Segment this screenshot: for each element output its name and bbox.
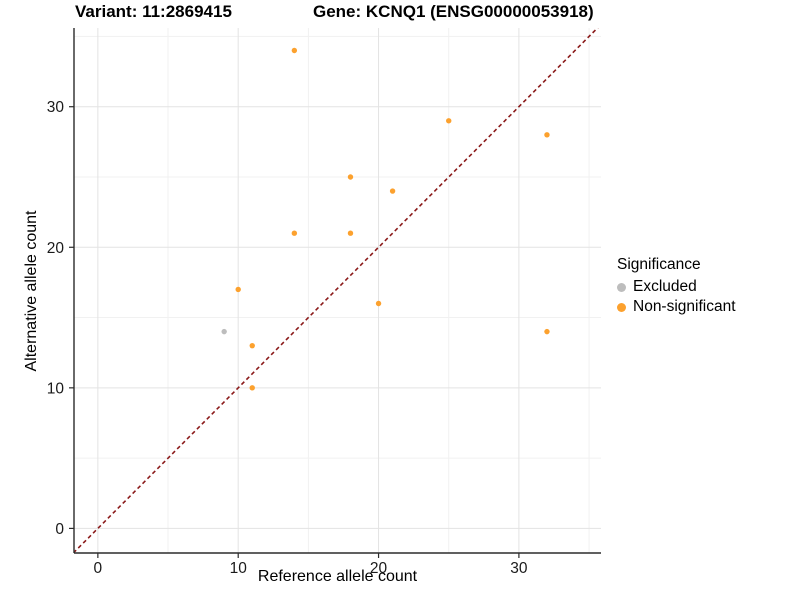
x-tick-label: 0 [94,560,103,577]
legend-item-label: Excluded [633,278,697,295]
data-point-non-significant [249,385,255,391]
legend-items: Excluded Non-significant [617,278,736,316]
x-tick-label: 20 [370,560,388,577]
data-point-non-significant [249,342,255,349]
data-point-non-significant [291,47,298,54]
legend-title: Significance [617,256,701,273]
y-tick-label: 0 [55,521,64,538]
data-point-non-significant [291,230,298,236]
data-point-non-significant [347,230,354,236]
legend: Significance Excluded Non-significant [617,256,736,316]
variant-title: Variant: 11:2869415 [75,2,232,21]
x-axis-title: Reference allele count [257,568,418,585]
data-point-excluded [221,328,227,335]
gene-title: Gene: KCNQ1 (ENSG00000053918) [313,2,594,21]
legend-dot-icon [617,282,626,292]
legend-item-excluded: Excluded [617,278,736,296]
x-tick-label: 10 [230,560,248,577]
x-tick-label: 30 [510,560,528,577]
data-point-non-significant [389,188,396,194]
data-point-non-significant [544,132,550,138]
y-tick-label: 10 [47,380,65,397]
legend-dot-icon [617,302,626,312]
identity-dashed-line [74,28,599,553]
y-axis-title: Alternative allele count [23,210,40,372]
y-tick-label: 20 [47,240,65,257]
legend-item-non-significant: Non-significant [617,298,736,316]
data-point-non-significant [544,328,550,335]
data-point-non-significant [347,174,354,180]
data-point-non-significant [446,118,452,124]
data-point-non-significant [235,286,241,293]
y-tick-label: 30 [47,99,65,116]
legend-item-label: Non-significant [633,298,736,315]
data-point-non-significant [375,300,382,307]
